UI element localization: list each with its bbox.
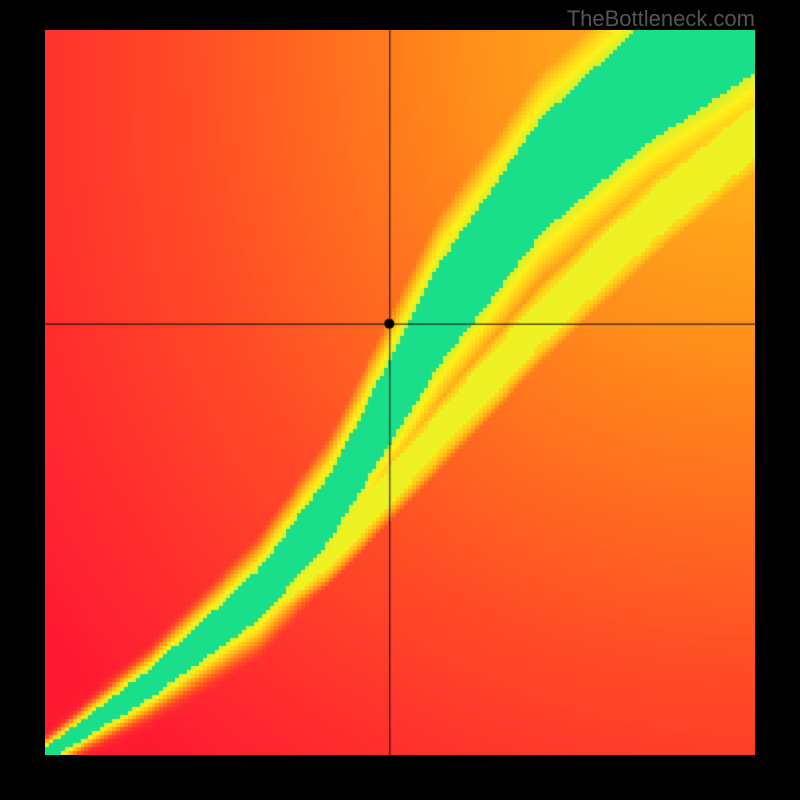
bottleneck-heatmap (45, 30, 755, 755)
watermark-text: TheBottleneck.com (567, 6, 755, 32)
